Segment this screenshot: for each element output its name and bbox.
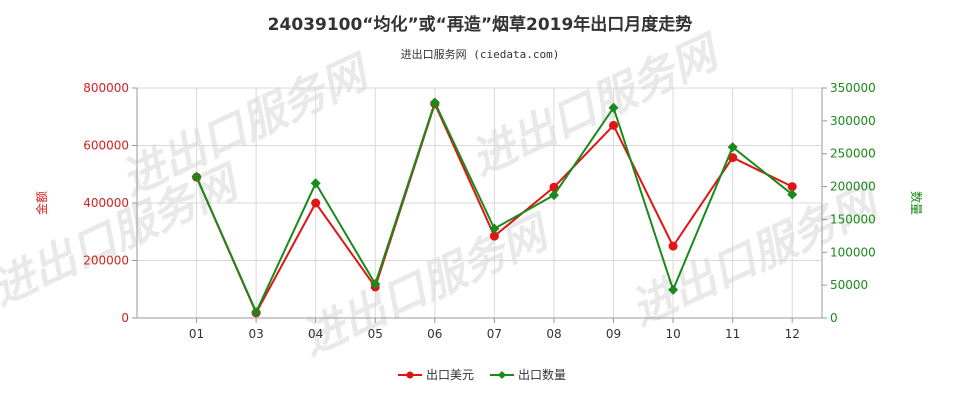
- series-1-point: [549, 182, 559, 192]
- y-left-tick-label: 400000: [83, 196, 129, 210]
- legend-item-2[interactable]: 出口数量: [490, 367, 566, 382]
- legend-marker: [498, 371, 506, 379]
- y-left-tick-label: 200000: [83, 254, 129, 268]
- series-2-point: [370, 278, 381, 289]
- y-right-tick-label: 300000: [830, 114, 876, 128]
- legend[interactable]: 出口美元 出口数量: [398, 367, 566, 382]
- x-tick-label: 01: [189, 327, 204, 341]
- series-2-point: [251, 307, 262, 318]
- series-1-point: [609, 120, 619, 130]
- series-1-point: [668, 241, 678, 251]
- series-1-point: [311, 198, 321, 208]
- chart-title: 24039100“均化”或“再造”烟草2019年出口月度走势: [268, 14, 693, 35]
- y-right-tick-label: 350000: [830, 81, 876, 95]
- series-2-point: [668, 284, 679, 295]
- series-1-point: [787, 182, 797, 192]
- y-right-tick-label: 250000: [830, 147, 876, 161]
- series-2-point: [191, 171, 202, 182]
- y-right-tick-label: 100000: [830, 245, 876, 259]
- series-2-point: [489, 223, 500, 234]
- series-2-point: [548, 190, 559, 201]
- x-tick-label: 08: [546, 327, 561, 341]
- legend-marker: [406, 371, 414, 379]
- legend-label: 出口数量: [518, 367, 566, 382]
- x-tick-label: 04: [308, 327, 323, 341]
- y-axis-left-title: 金额: [34, 191, 49, 215]
- x-tick-label: 12: [785, 327, 800, 341]
- legend-label: 出口美元: [426, 368, 474, 382]
- x-tick-label: 03: [248, 327, 263, 341]
- y-left-tick-label: 0: [121, 311, 129, 325]
- series-1-point: [489, 231, 499, 241]
- y-axis-right-title: 数量: [909, 191, 924, 215]
- x-tick-label: 09: [606, 327, 621, 341]
- series-2-point: [608, 102, 619, 113]
- x-tick-label: 07: [487, 327, 502, 341]
- y-left-tick-label: 800000: [83, 81, 129, 95]
- y-right-tick-label: 50000: [830, 278, 868, 292]
- x-tick-label: 05: [368, 327, 383, 341]
- x-tick-label: 10: [665, 327, 680, 341]
- chart-subtitle: 进出口服务网 (ciedata.com): [401, 47, 560, 61]
- tick-labels: 0 200000 400000 600000 800000 0 50000 100000 150…: [83, 81, 876, 341]
- series-1-point: [728, 153, 738, 163]
- watermark-text: 进出口服务网: [113, 45, 379, 205]
- series-2-point: [787, 189, 798, 200]
- series-2-point: [429, 97, 440, 108]
- x-tick-label: 11: [725, 327, 740, 341]
- series-2-point: [727, 142, 738, 153]
- series-layer: [191, 97, 798, 318]
- legend-item-1[interactable]: 出口美元: [398, 368, 474, 382]
- y-right-tick-label: 150000: [830, 212, 876, 226]
- y-right-tick-label: 0: [830, 311, 838, 325]
- y-right-tick-label: 200000: [830, 180, 876, 194]
- y-left-tick-label: 600000: [83, 139, 129, 153]
- x-tick-label: 06: [427, 327, 442, 341]
- series-2-point: [310, 178, 321, 189]
